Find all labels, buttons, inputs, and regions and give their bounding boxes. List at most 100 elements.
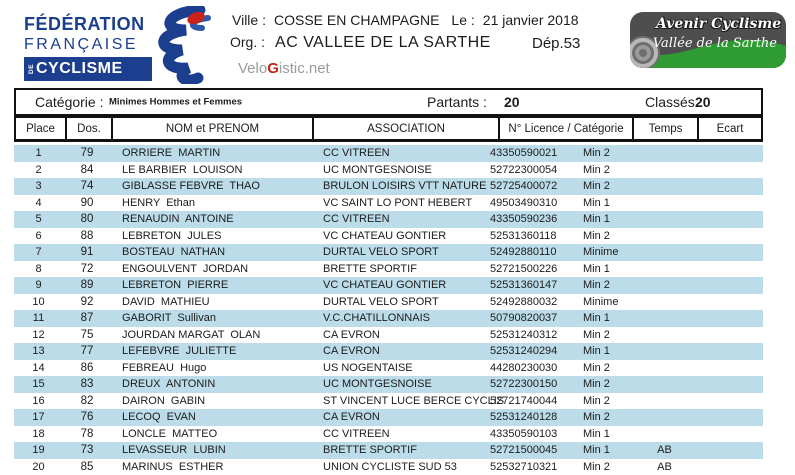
cell-dossard: 73 [80, 444, 94, 457]
cell-nom: FEBREAU Hugo [122, 361, 207, 374]
table-row: 15 83 DREUX ANTONIN UC MONTGESNOISE 5272… [14, 376, 763, 393]
cell-place: 15 [32, 378, 45, 391]
cell-place: 13 [32, 345, 45, 358]
cell-categorie: Min 2 [583, 279, 610, 292]
cell-categorie: Min 1 [583, 312, 610, 325]
cell-association: CC VITREEN [323, 427, 390, 440]
cell-dossard: 76 [80, 411, 94, 424]
table-row: 9 89 LEBRETON PIERRE VC CHATEAU GONTIER … [14, 277, 763, 294]
cell-dossard: 83 [80, 378, 94, 391]
cell-categorie: Min 1 [583, 427, 610, 440]
table-row: 17 76 LECOQ EVAN CA EVRON 52531240128 Mi… [14, 409, 763, 426]
watermark-post: istic.net [278, 60, 330, 77]
departement-value: Dép.53 [532, 35, 581, 52]
org-label: Org. : [230, 34, 266, 50]
cell-nom: LEBRETON JULES [122, 229, 222, 242]
cell-categorie: Min 1 [583, 213, 610, 226]
cell-categorie: Min 1 [583, 345, 610, 358]
cell-association: CA EVRON [323, 328, 380, 341]
cell-licence: 52492880110 [490, 246, 557, 259]
ffc-logo-line3: CYCLISME [36, 60, 123, 77]
cell-association: DURTAL VELO SPORT [323, 295, 439, 308]
cell-dossard: 78 [80, 427, 94, 440]
cell-place: 20 [32, 460, 45, 473]
club-badge: Avenir Cyclisme Vallée de la Sarthe [630, 12, 786, 68]
cell-licence: 44280230030 [490, 361, 558, 374]
table-row: 3 74 GIBLASSE FEBVRE THAO BRULON LOISIRS… [14, 178, 763, 195]
org-value: AC VALLEE DE LA SARTHE [275, 34, 491, 51]
watermark-pre: Velo [238, 60, 268, 77]
cell-temps: AB [657, 460, 672, 473]
col-header-dossard: Dos. [65, 118, 111, 139]
cell-categorie: Min 2 [583, 163, 610, 176]
cell-association: US NOGENTAISE [323, 361, 413, 374]
cell-association: ST VINCENT LUCE BERCE CYCLIS [323, 394, 505, 407]
ville-value: COSSE EN CHAMPAGNE [273, 12, 440, 28]
cell-nom: LEBRETON PIERRE [122, 279, 229, 292]
partants-value: 20 [504, 94, 520, 110]
cell-licence: 43350590236 [490, 213, 558, 226]
cell-categorie: Min 2 [583, 411, 610, 424]
cell-licence: 43350590021 [490, 147, 558, 160]
cell-temps: AB [657, 444, 672, 457]
cell-nom: LEVASSEUR LUBIN [122, 444, 226, 457]
table-row: 10 92 DAVID MATHIEU DURTAL VELO SPORT 52… [14, 293, 763, 310]
cell-nom: MARINUS ESTHER [122, 460, 224, 473]
category-label: Catégorie : [35, 94, 104, 110]
cell-licence: 50790820037 [490, 312, 558, 325]
page-header: FÉDÉRATION FRANÇAISE DE CYCLISME Ville :… [0, 0, 795, 88]
cell-nom: DAIRON GABIN [122, 394, 206, 407]
table-row: 2 84 LE BARBIER LOUISON UC MONTGESNOISE … [14, 161, 763, 178]
date-label: Le : [451, 12, 475, 28]
badge-art [630, 36, 786, 68]
cell-licence: 52531240312 [490, 328, 558, 341]
cell-licence: 52721500045 [490, 444, 558, 457]
cell-place: 6 [35, 229, 42, 242]
cell-licence: 52492880032 [490, 295, 558, 308]
cell-licence: 43350590103 [490, 427, 558, 440]
table-row: 8 72 ENGOULVENT JORDAN BRETTE SPORTIF 52… [14, 260, 763, 277]
category-bar: Catégorie : Minimes Hommes et Femmes Par… [14, 88, 763, 116]
cell-categorie: Min 2 [583, 460, 610, 473]
classes-value: 20 [695, 94, 711, 110]
cell-nom: RENAUDIN ANTOINE [122, 213, 234, 226]
cell-categorie: Min 2 [583, 361, 610, 374]
cell-association: UC MONTGESNOISE [323, 378, 432, 391]
col-header-nom: NOM et PRENOM [111, 118, 312, 139]
cell-dossard: 85 [80, 460, 94, 473]
cell-categorie: Min 2 [583, 180, 610, 193]
cell-association: V.C.CHATILLONNAIS [323, 312, 430, 325]
cell-nom: LECOQ EVAN [122, 411, 196, 424]
col-header-ecart: Ecart [697, 118, 761, 139]
ffc-logo-bar: DE CYCLISME [24, 57, 152, 81]
table-row: 14 86 FEBREAU Hugo US NOGENTAISE 4428023… [14, 359, 763, 376]
cell-place: 11 [32, 312, 45, 325]
classes-label: Classés : [645, 94, 703, 110]
cell-place: 4 [35, 196, 42, 209]
cell-association: CA EVRON [323, 345, 380, 358]
table-row: 13 77 LEFEBVRE JULIETTE CA EVRON 5253124… [14, 343, 763, 360]
cell-nom: DREUX ANTONIN [122, 378, 216, 391]
cell-categorie: Min 2 [583, 378, 610, 391]
cell-categorie: Min 2 [583, 229, 610, 242]
col-header-association: ASSOCIATION [312, 118, 498, 139]
cell-licence: 52722300054 [490, 163, 558, 176]
cell-place: 9 [35, 279, 42, 292]
ffc-logo-line1: FÉDÉRATION [24, 14, 145, 34]
cell-place: 17 [32, 411, 45, 424]
cell-dossard: 88 [80, 229, 94, 242]
cell-place: 14 [32, 361, 45, 374]
cell-licence: 52531240128 [490, 411, 558, 424]
cell-place: 12 [32, 328, 45, 341]
cell-licence: 52531360118 [490, 229, 557, 242]
cell-dossard: 84 [80, 163, 94, 176]
race-info-line1: Ville : COSSE EN CHAMPAGNE Le : 21 janvier … [232, 12, 579, 28]
cell-dossard: 79 [80, 147, 94, 160]
cell-dossard: 92 [80, 295, 94, 308]
ffc-logo: FÉDÉRATION FRANÇAISE DE CYCLISME [24, 6, 224, 84]
cell-association: CA EVRON [323, 411, 380, 424]
table-row: 18 78 LONCLE MATTEO CC VITREEN 433505901… [14, 425, 763, 442]
cell-place: 18 [32, 427, 45, 440]
cell-nom: GABORIT Sullivan [122, 312, 216, 325]
